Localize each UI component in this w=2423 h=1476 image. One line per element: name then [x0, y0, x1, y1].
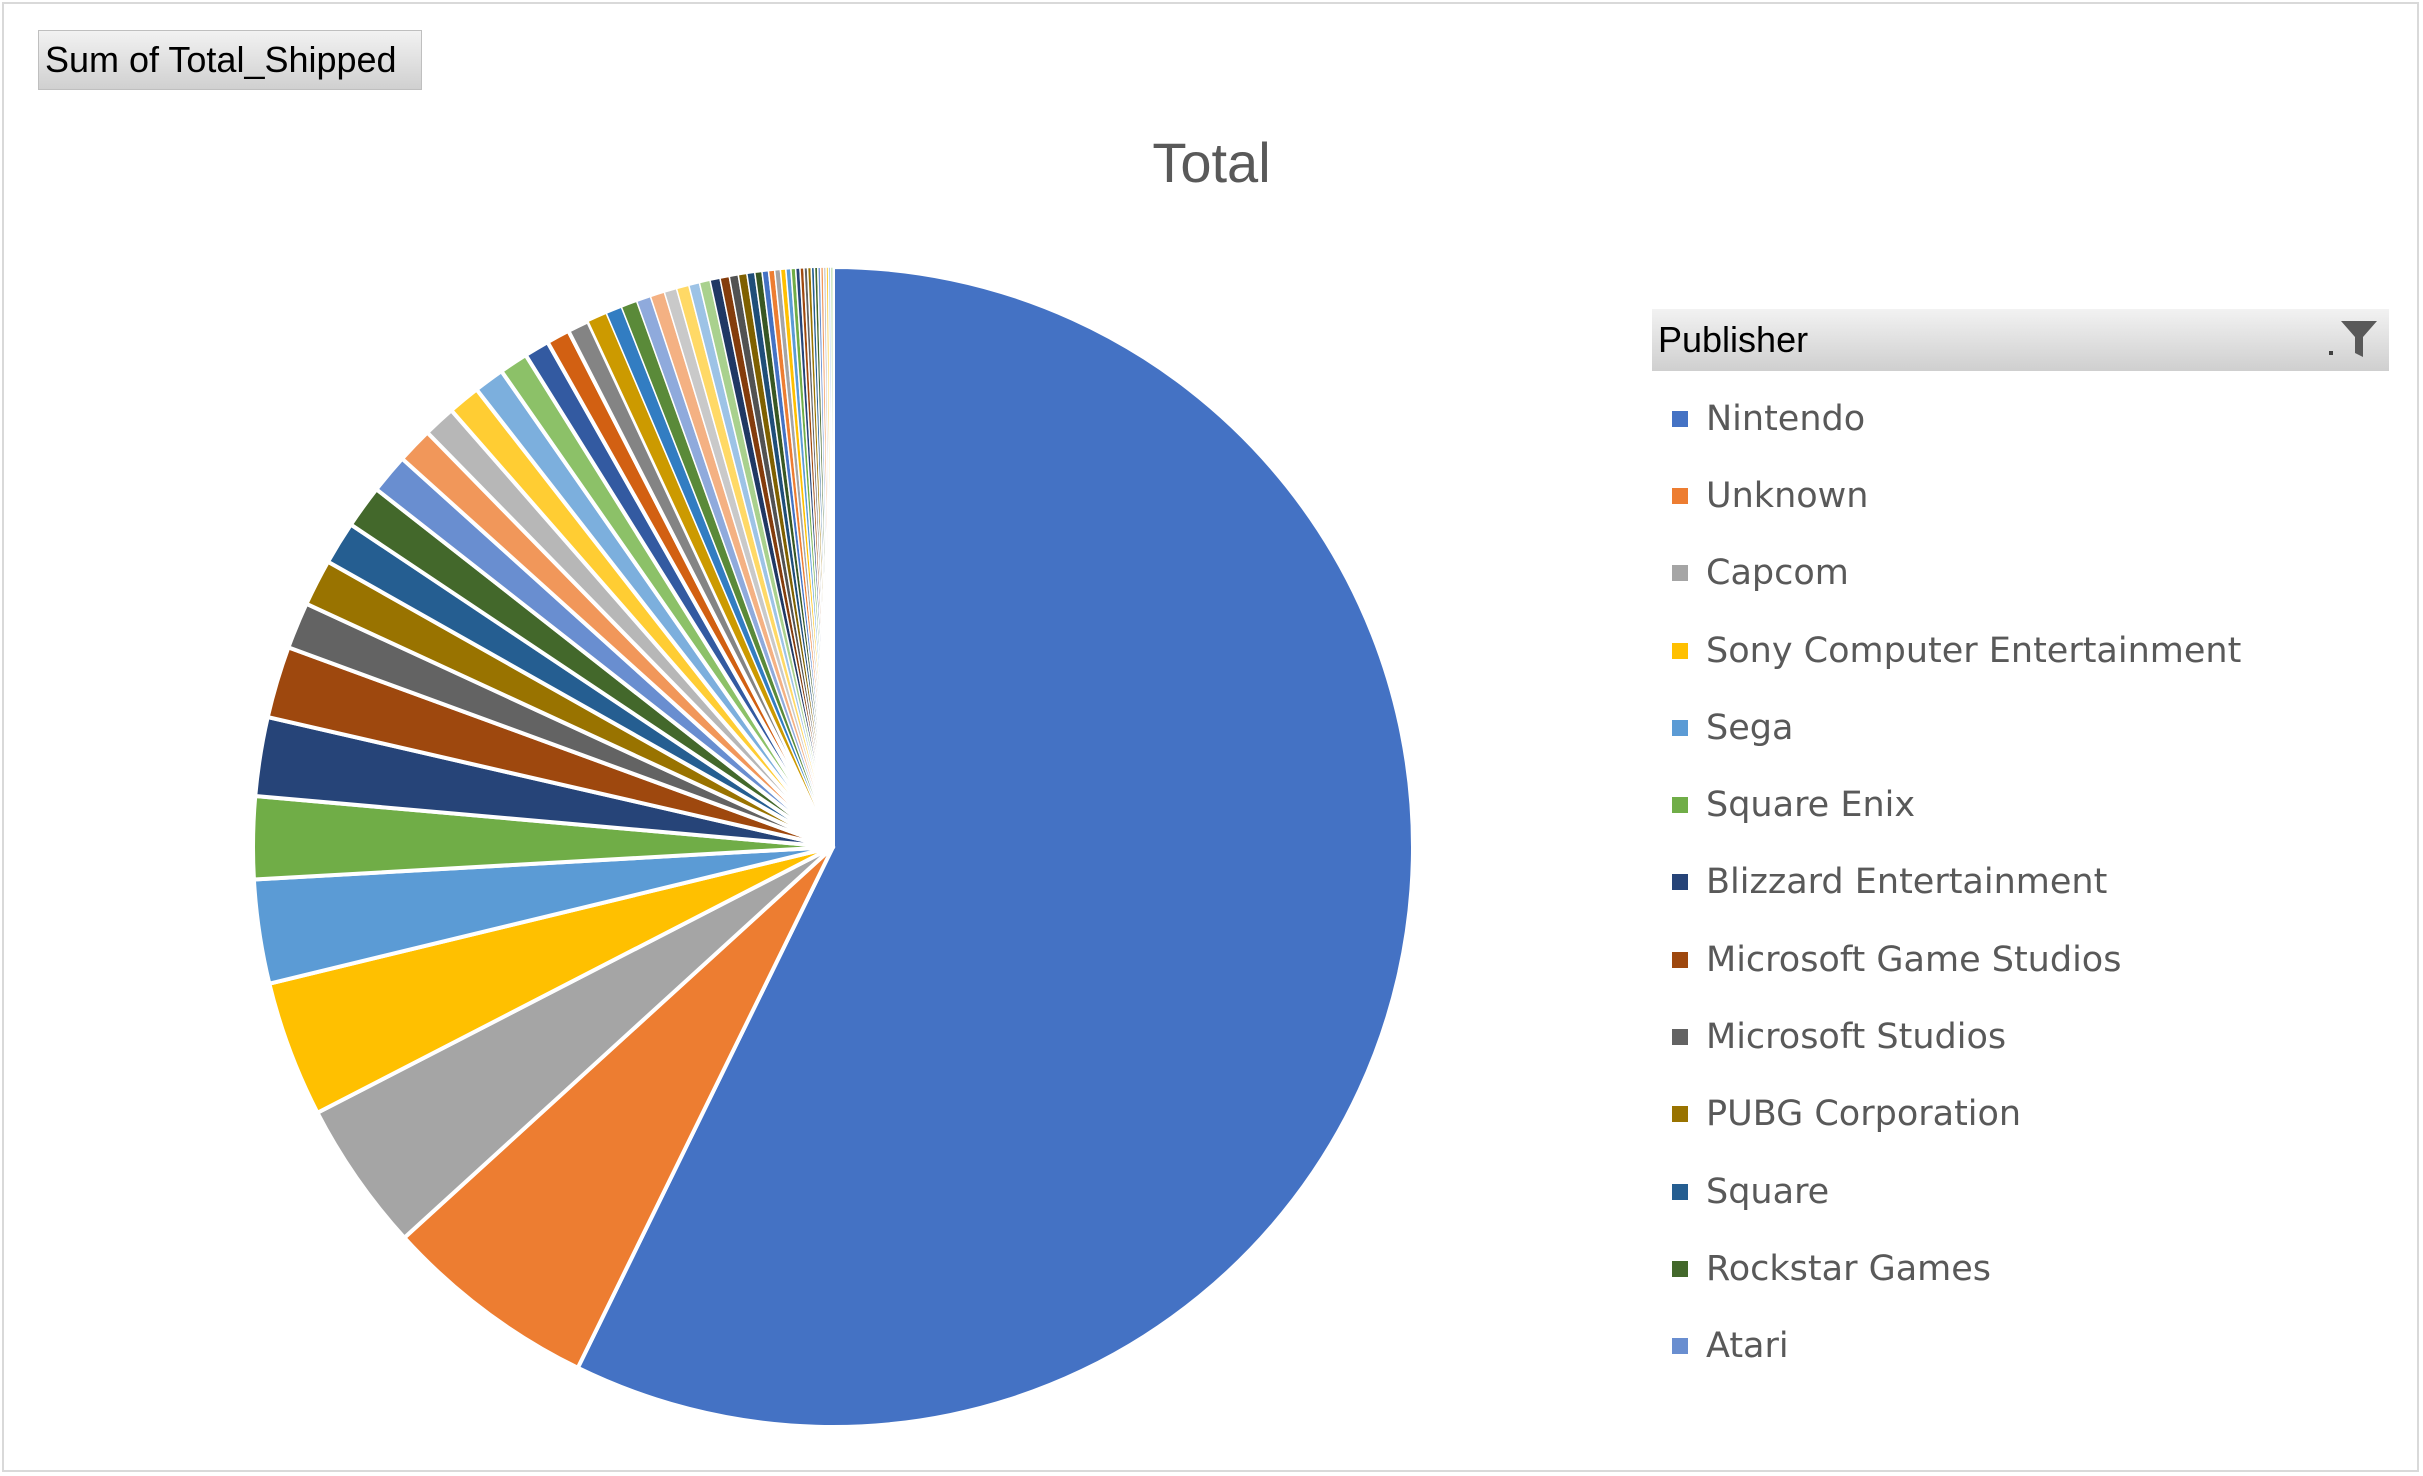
legend-swatch [1672, 874, 1688, 891]
legend-label: Capcom [1706, 553, 1849, 594]
legend-item[interactable]: Square Enix [1672, 766, 2241, 843]
legend-swatch [1672, 487, 1688, 504]
chart-title-container: Total [0, 130, 2423, 195]
legend-swatch [1672, 642, 1688, 659]
value-field-label: Sum of Total_Shipped [45, 39, 397, 80]
legend-swatch [1672, 1260, 1688, 1277]
legend-item[interactable]: Blizzard Entertainment [1672, 844, 2241, 921]
legend-swatch [1672, 797, 1688, 814]
legend-item[interactable]: Microsoft Studios [1672, 998, 2241, 1075]
pie-slice-unknown[interactable] [402, 845, 835, 1370]
value-field-button[interactable]: Sum of Total_Shipped [38, 30, 422, 90]
legend-field-label: Publisher [1658, 319, 1809, 360]
legend-swatch [1672, 1183, 1688, 1200]
legend-item[interactable]: Atari [1672, 1308, 2241, 1385]
legend-label: Microsoft Studios [1706, 1017, 2007, 1058]
legend-item[interactable]: Rockstar Games [1672, 1230, 2241, 1307]
legend-label: Square Enix [1706, 785, 1916, 826]
legend-label: Unknown [1706, 475, 1869, 516]
legend-item[interactable]: Sega [1672, 689, 2241, 766]
legend-label: Sony Computer Entertainment [1706, 630, 2242, 671]
legend-label: Sega [1706, 707, 1794, 748]
legend-item[interactable]: Nintendo [1672, 380, 2241, 457]
pie-slice-nintendo[interactable] [575, 265, 1415, 1429]
chart-title: Total [1152, 131, 1271, 194]
legend-swatch [1672, 951, 1688, 968]
legend-label: Blizzard Entertainment [1706, 862, 2108, 903]
legend-label: Atari [1706, 1326, 1789, 1367]
legend-item[interactable]: Sony Computer Entertainment [1672, 612, 2241, 689]
legend-item[interactable]: Microsoft Game Studios [1672, 921, 2241, 998]
legend-swatch [1672, 410, 1688, 427]
legend-swatch [1672, 1338, 1688, 1355]
legend-label: PUBG Corporation [1706, 1094, 2022, 1135]
legend-item[interactable]: PUBG Corporation [1672, 1076, 2241, 1153]
legend-item[interactable]: Unknown [1672, 457, 2241, 534]
legend-item[interactable]: Capcom [1672, 535, 2241, 612]
legend-swatch [1672, 1106, 1688, 1123]
legend-label: Rockstar Games [1706, 1248, 1992, 1289]
legend-swatch [1672, 719, 1688, 736]
legend-label: Nintendo [1706, 398, 1866, 439]
legend: Nintendo Unknown Capcom Sony Computer Enter… [1672, 380, 2241, 1385]
legend-swatch [1672, 1029, 1688, 1046]
legend-label: Microsoft Game Studios [1706, 939, 2122, 980]
filter-dropdown-icon[interactable] [2327, 317, 2383, 363]
pie-slices [251, 265, 1415, 1429]
legend-field-header[interactable]: Publisher [1652, 309, 2389, 371]
legend-label: Square [1706, 1171, 1830, 1212]
pie-slice-54[interactable] [830, 266, 834, 848]
legend-item[interactable]: Square [1672, 1153, 2241, 1230]
legend-swatch [1672, 565, 1688, 582]
